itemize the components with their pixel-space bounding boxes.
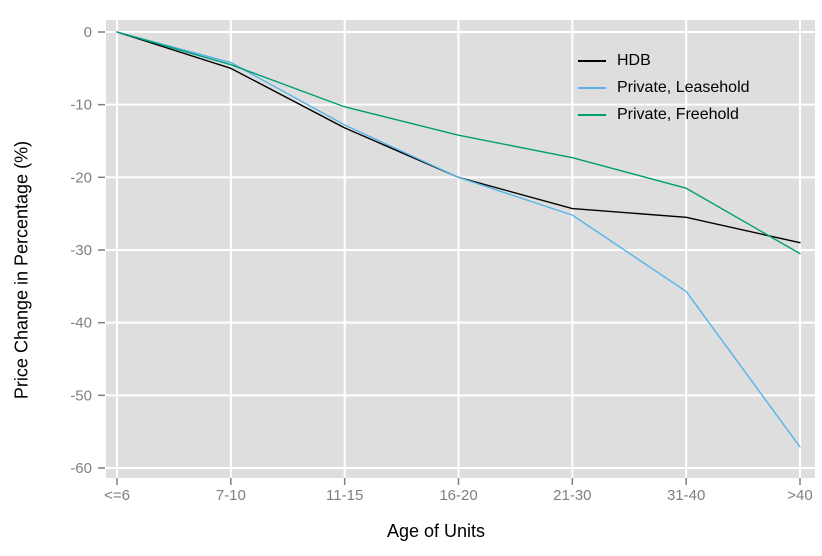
x-tick-label: 11-15 [326,487,363,504]
legend-key-line-private-freehold [578,113,606,116]
x-tick-label: 16-20 [439,487,477,504]
series-line-private-leasehold [116,31,801,448]
legend-key-line-private-leasehold [578,86,606,89]
legend: HDB Private, Leasehold Private, Freehold [578,47,750,128]
y-tick-label: -50 [70,387,92,404]
x-tick-label: 31-40 [667,487,705,504]
legend-item-private-freehold: Private, Freehold [578,101,750,128]
legend-label-private-leasehold: Private, Leasehold [617,78,750,96]
y-tick-label: 0 [84,24,92,41]
x-tick-label: <=6 [104,487,130,504]
y-tick-label: -60 [70,460,92,477]
x-tick-label: 7-10 [216,487,246,504]
legend-item-hdb: HDB [578,47,750,74]
legend-key-line-hdb [578,59,606,62]
y-tick-label: -10 [70,97,92,114]
series-line-private-freehold [116,31,801,255]
x-tick-label: >40 [787,487,812,504]
legend-label-private-freehold: Private, Freehold [617,105,739,123]
legend-label-hdb: HDB [617,51,651,69]
y-tick-label: -20 [70,169,92,186]
y-tick-label: -30 [70,242,92,259]
y-axis-title: Price Change in Percentage (%) [11,140,32,400]
x-axis-title: Age of Units [386,521,486,541]
x-tick-label: 21-30 [553,487,591,504]
y-tick-label: -40 [70,315,92,332]
legend-item-private-leasehold: Private, Leasehold [578,74,750,101]
